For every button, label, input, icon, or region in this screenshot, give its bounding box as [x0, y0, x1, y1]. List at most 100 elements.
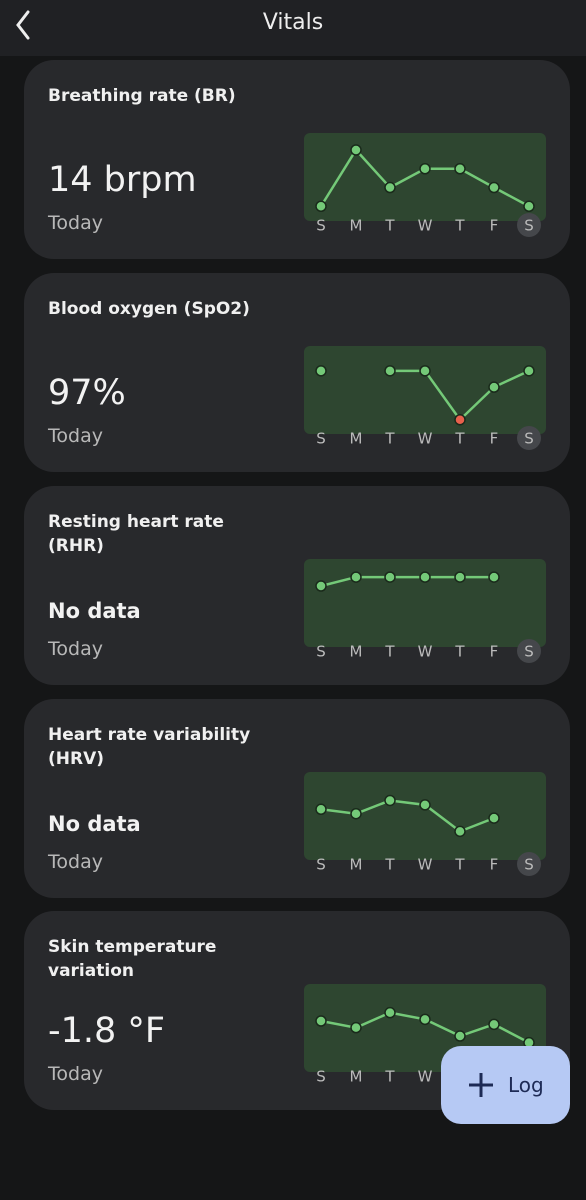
- card-period: Today: [48, 212, 103, 234]
- card-value: -1.8 °F: [48, 1011, 166, 1051]
- today-marker: [517, 639, 541, 663]
- vital-card: Resting heart rate (RHR) No data Today S M T W…: [24, 486, 570, 685]
- vital-card: Skin temperature variation -1.8 °F Today S M…: [24, 911, 570, 1110]
- app-bar: Vitals: [0, 0, 586, 56]
- day-label: S: [316, 643, 326, 661]
- day-label: M: [350, 217, 363, 235]
- range-band: [304, 559, 546, 647]
- range-band: [304, 772, 546, 860]
- data-point: [454, 571, 466, 583]
- back-button[interactable]: [6, 0, 46, 56]
- day-label: S: [316, 430, 326, 448]
- today-marker: [517, 426, 541, 450]
- data-point: [488, 571, 500, 583]
- data-point: [350, 807, 362, 820]
- day-label: S: [316, 217, 326, 235]
- vital-card: Breathing rate (BR) 14 brpm Today S M T W T F S: [24, 60, 570, 259]
- data-point: [350, 1021, 362, 1034]
- data-point: [419, 163, 431, 175]
- day-label: S: [524, 430, 534, 448]
- day-label: S: [524, 856, 534, 874]
- day-label: W: [418, 856, 433, 874]
- day-label: W: [418, 1068, 433, 1086]
- day-label: F: [490, 217, 499, 235]
- data-point: [315, 1015, 327, 1027]
- day-label: T: [384, 643, 395, 661]
- data-point: [419, 799, 431, 811]
- data-point: [419, 1013, 431, 1026]
- day-label: S: [316, 856, 326, 874]
- data-point: [315, 580, 327, 592]
- day-label: T: [454, 430, 465, 448]
- day-label: W: [418, 643, 433, 661]
- range-band: [304, 346, 546, 434]
- day-label: T: [454, 643, 465, 661]
- data-point: [384, 1006, 396, 1019]
- card-period: Today: [48, 638, 103, 660]
- day-label: M: [350, 430, 363, 448]
- data-point: [454, 825, 466, 838]
- card-period: Today: [48, 1063, 103, 1085]
- data-point: [315, 200, 327, 212]
- day-label: M: [350, 1068, 363, 1086]
- day-label: W: [418, 217, 433, 235]
- vital-card: Heart rate variability (HRV) No data Today…: [24, 699, 570, 898]
- data-point: [384, 181, 396, 194]
- card-value: 14 brpm: [48, 160, 197, 200]
- data-point: [454, 163, 466, 175]
- data-point: [488, 381, 500, 393]
- data-point: [488, 181, 500, 194]
- plus-icon: [469, 1073, 493, 1097]
- day-label: T: [384, 217, 395, 235]
- day-label: F: [490, 430, 499, 448]
- day-label: S: [524, 217, 534, 235]
- card-value: 97%: [48, 373, 126, 413]
- card-value: No data: [48, 812, 141, 836]
- data-point: [454, 413, 466, 426]
- card-value: No data: [48, 599, 141, 623]
- trend-line: [320, 799, 495, 833]
- day-label: T: [384, 856, 395, 874]
- range-band: [304, 133, 546, 221]
- log-button[interactable]: Log: [441, 1046, 570, 1124]
- data-point: [384, 365, 396, 377]
- day-label: T: [384, 430, 395, 448]
- vital-card: Blood oxygen (SpO2) 97% Today S M T W T F S: [24, 273, 570, 472]
- day-label: F: [490, 856, 499, 874]
- data-point: [523, 365, 535, 377]
- data-point: [523, 200, 535, 212]
- card-title: Skin temperature variation: [48, 937, 217, 981]
- data-point: [350, 571, 362, 583]
- card-title: Heart rate variability (HRV): [48, 725, 251, 769]
- data-point: [384, 794, 396, 807]
- card-period: Today: [48, 425, 103, 447]
- day-label: T: [454, 217, 465, 235]
- card-title: Resting heart rate (RHR): [48, 512, 224, 556]
- screen-title: Vitals: [262, 10, 324, 35]
- card-period: Today: [48, 851, 103, 873]
- day-label: S: [316, 1068, 326, 1086]
- data-point: [488, 812, 500, 824]
- day-label: W: [418, 430, 433, 448]
- day-label: T: [384, 1068, 395, 1086]
- card-title: Blood oxygen (SpO2): [48, 299, 250, 319]
- day-label: M: [350, 856, 363, 874]
- day-label: S: [524, 643, 534, 661]
- data-point: [315, 365, 327, 377]
- day-label: F: [490, 643, 499, 661]
- today-marker: [517, 852, 541, 876]
- log-label: Log: [508, 1073, 544, 1097]
- day-label: T: [454, 856, 465, 874]
- data-point: [454, 1030, 466, 1042]
- day-label: M: [350, 643, 363, 661]
- data-point: [488, 1018, 500, 1031]
- card-title: Breathing rate (BR): [48, 86, 236, 106]
- data-point: [350, 144, 362, 156]
- data-point: [315, 803, 327, 816]
- data-point: [419, 571, 431, 583]
